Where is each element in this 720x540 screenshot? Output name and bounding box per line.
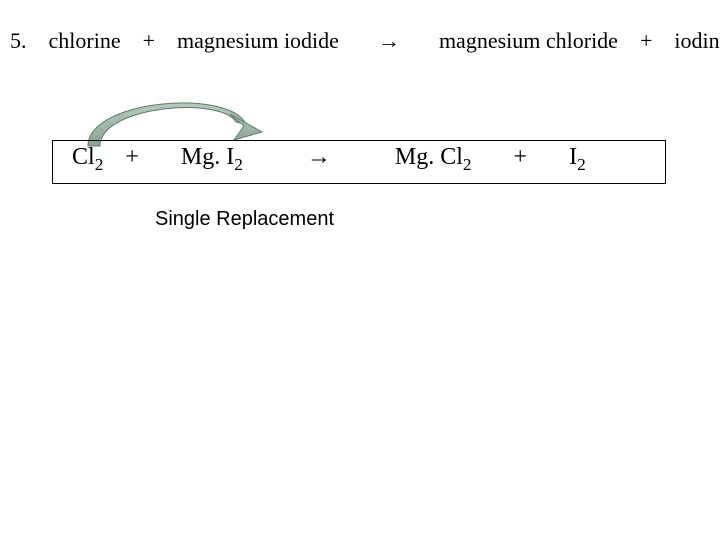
formula-base: Mg. I: [181, 144, 234, 170]
word-equation: 5. chlorine + magnesium iodide → magnesi…: [10, 28, 720, 54]
yields-arrow-word: →: [372, 28, 406, 54]
formula-sub: 2: [95, 155, 104, 174]
formula-base: Mg. Cl: [395, 144, 463, 170]
plus-1-formula: +: [125, 144, 139, 171]
product-2-word: iodine: [674, 28, 720, 53]
product-1-formula: Mg. Cl2: [395, 144, 472, 171]
problem-number: 5.: [10, 28, 27, 53]
plus-1-word: +: [143, 28, 155, 53]
formula-sub: 2: [577, 155, 586, 174]
plus-2-word: +: [640, 28, 652, 53]
plus-2-formula: +: [514, 144, 528, 171]
formula-base: I: [569, 144, 577, 170]
reaction-type-label: Single Replacement: [155, 208, 334, 231]
reactant-2-word: magnesium iodide: [177, 28, 339, 53]
formula-sub: 2: [463, 155, 472, 174]
product-2-formula: I2: [569, 144, 586, 171]
formula-equation: Cl2 + Mg. I2 → Mg. Cl2 + I2: [72, 144, 586, 171]
reactant-1-formula: Cl2: [72, 144, 103, 171]
yields-arrow-formula: →: [307, 144, 331, 171]
product-1-word: magnesium chloride: [439, 28, 618, 53]
formula-sub: 2: [234, 155, 243, 174]
reactant-2-formula: Mg. I2: [181, 144, 243, 171]
formula-base: Cl: [72, 144, 95, 170]
reactant-1-word: chlorine: [49, 28, 121, 53]
